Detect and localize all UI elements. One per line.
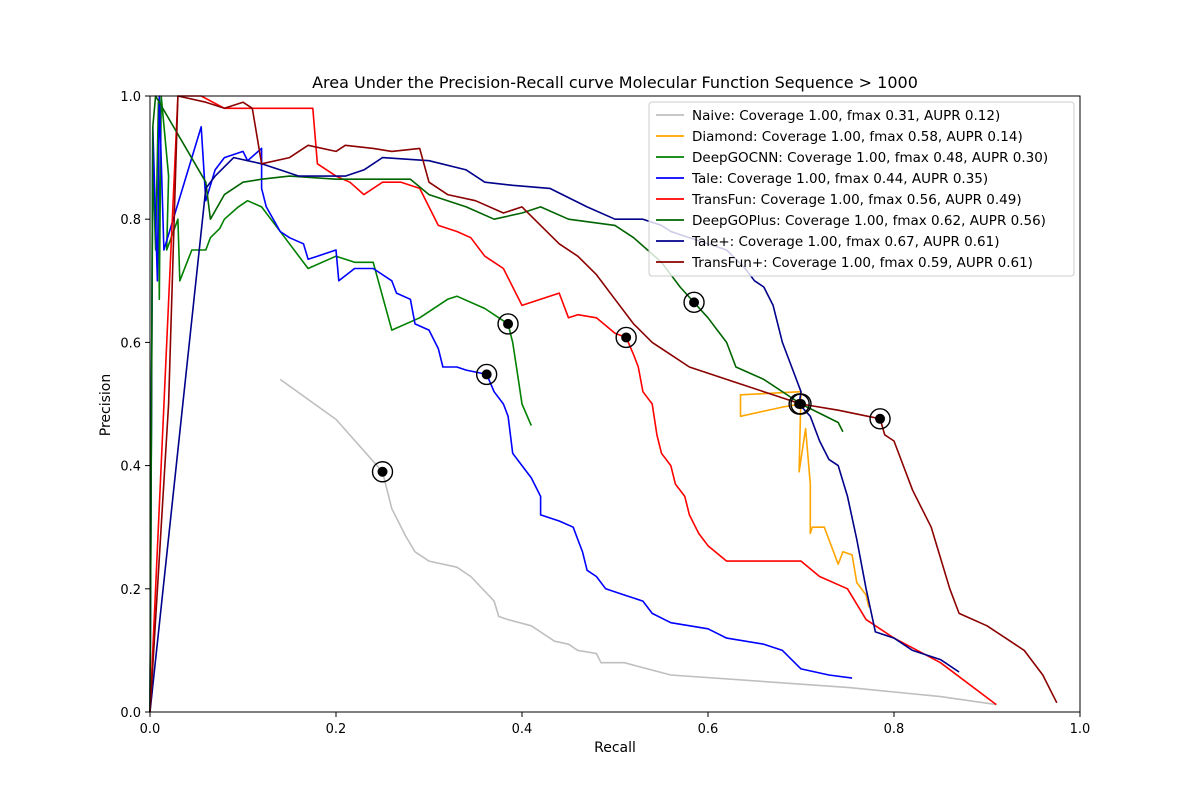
x-tick-label-4: 0.8 — [884, 722, 905, 737]
y-tick-label-4: 0.8 — [120, 213, 141, 228]
x-tick-label-3: 0.6 — [698, 722, 719, 737]
fmax-marker-ring-6 — [788, 393, 810, 415]
series-line-0 — [279, 378, 997, 706]
y-axis-label: Precision — [98, 374, 114, 436]
legend-label-2: DeepGOCNN: Coverage 1.00, fmax 0.48, AUP… — [692, 150, 1048, 166]
y-tick-label-3: 0.6 — [120, 336, 141, 351]
plot-area-frame — [149, 95, 1081, 713]
fmax-marker-dot-5 — [689, 297, 700, 308]
series-line-1 — [739, 390, 870, 608]
legend-label-6: Tale+: Coverage 1.00, fmax 0.67, AUPR 0.… — [691, 234, 999, 250]
legend-box — [648, 101, 1075, 277]
axis-ticks: 0.0 0.2 0.4 0.6 0.8 1.0 0.0 0.2 0.4 0.6 0.8 1.0 — [120, 90, 1090, 737]
x-tick-label-5: 1.0 — [1070, 722, 1091, 737]
x-tick-label-1: 0.2 — [326, 722, 347, 737]
legend-label-7: TransFun+: Coverage 1.00, fmax 0.59, AUP… — [691, 255, 1033, 271]
fmax-marker-ring-0 — [371, 461, 394, 483]
y-tick-label-1: 0.2 — [120, 583, 141, 598]
y-tick-label-5: 1.0 — [120, 90, 141, 105]
series-line-2 — [149, 95, 533, 713]
legend: Naive: Coverage 1.00, fmax 0.31, AUPR 0.… — [648, 101, 1075, 277]
fmax-marker-dot-7 — [875, 413, 886, 424]
legend-label-3: Tale: Coverage 1.00, fmax 0.44, AUPR 0.3… — [691, 171, 988, 187]
fmax-marker-ring-5 — [683, 291, 705, 314]
chart-title: Area Under the Precision-Recall curve Mo… — [312, 73, 918, 92]
fmax-marker-dot-6 — [794, 399, 805, 409]
fmax-marker-dot-3 — [481, 369, 492, 380]
series-line-4 — [149, 95, 997, 713]
legend-label-4: TransFun: Coverage 1.00, fmax 0.56, AUPR… — [691, 192, 1022, 208]
fmax-marker-dot-0 — [377, 466, 388, 477]
x-tick-label-2: 0.4 — [512, 722, 533, 737]
series-line-7 — [149, 95, 1058, 713]
plot-series-layer — [149, 95, 1058, 713]
legend-label-0: Naive: Coverage 1.00, fmax 0.31, AUPR 0.… — [692, 108, 1000, 124]
y-tick-label-0: 0.0 — [120, 706, 141, 721]
series-line-5 — [149, 95, 844, 713]
fmax-marker-dot-4 — [621, 332, 632, 343]
fmax-marker-ring-3 — [475, 363, 498, 386]
fmax-marker-ring-4 — [615, 326, 637, 349]
x-axis-label: Recall — [594, 740, 636, 756]
series-line-3 — [149, 95, 853, 713]
fmax-marker-ring-7 — [869, 408, 891, 430]
legend-label-5: DeepGOPlus: Coverage 1.00, fmax 0.62, AU… — [692, 213, 1046, 229]
x-tick-label-0: 0.0 — [140, 722, 161, 737]
y-tick-label-2: 0.4 — [120, 460, 141, 475]
fmax-marker-ring-2 — [497, 313, 519, 335]
legend-label-1: Diamond: Coverage 1.00, fmax 0.58, AUPR … — [692, 129, 1023, 145]
fmax-marker-dot-2 — [503, 318, 514, 329]
